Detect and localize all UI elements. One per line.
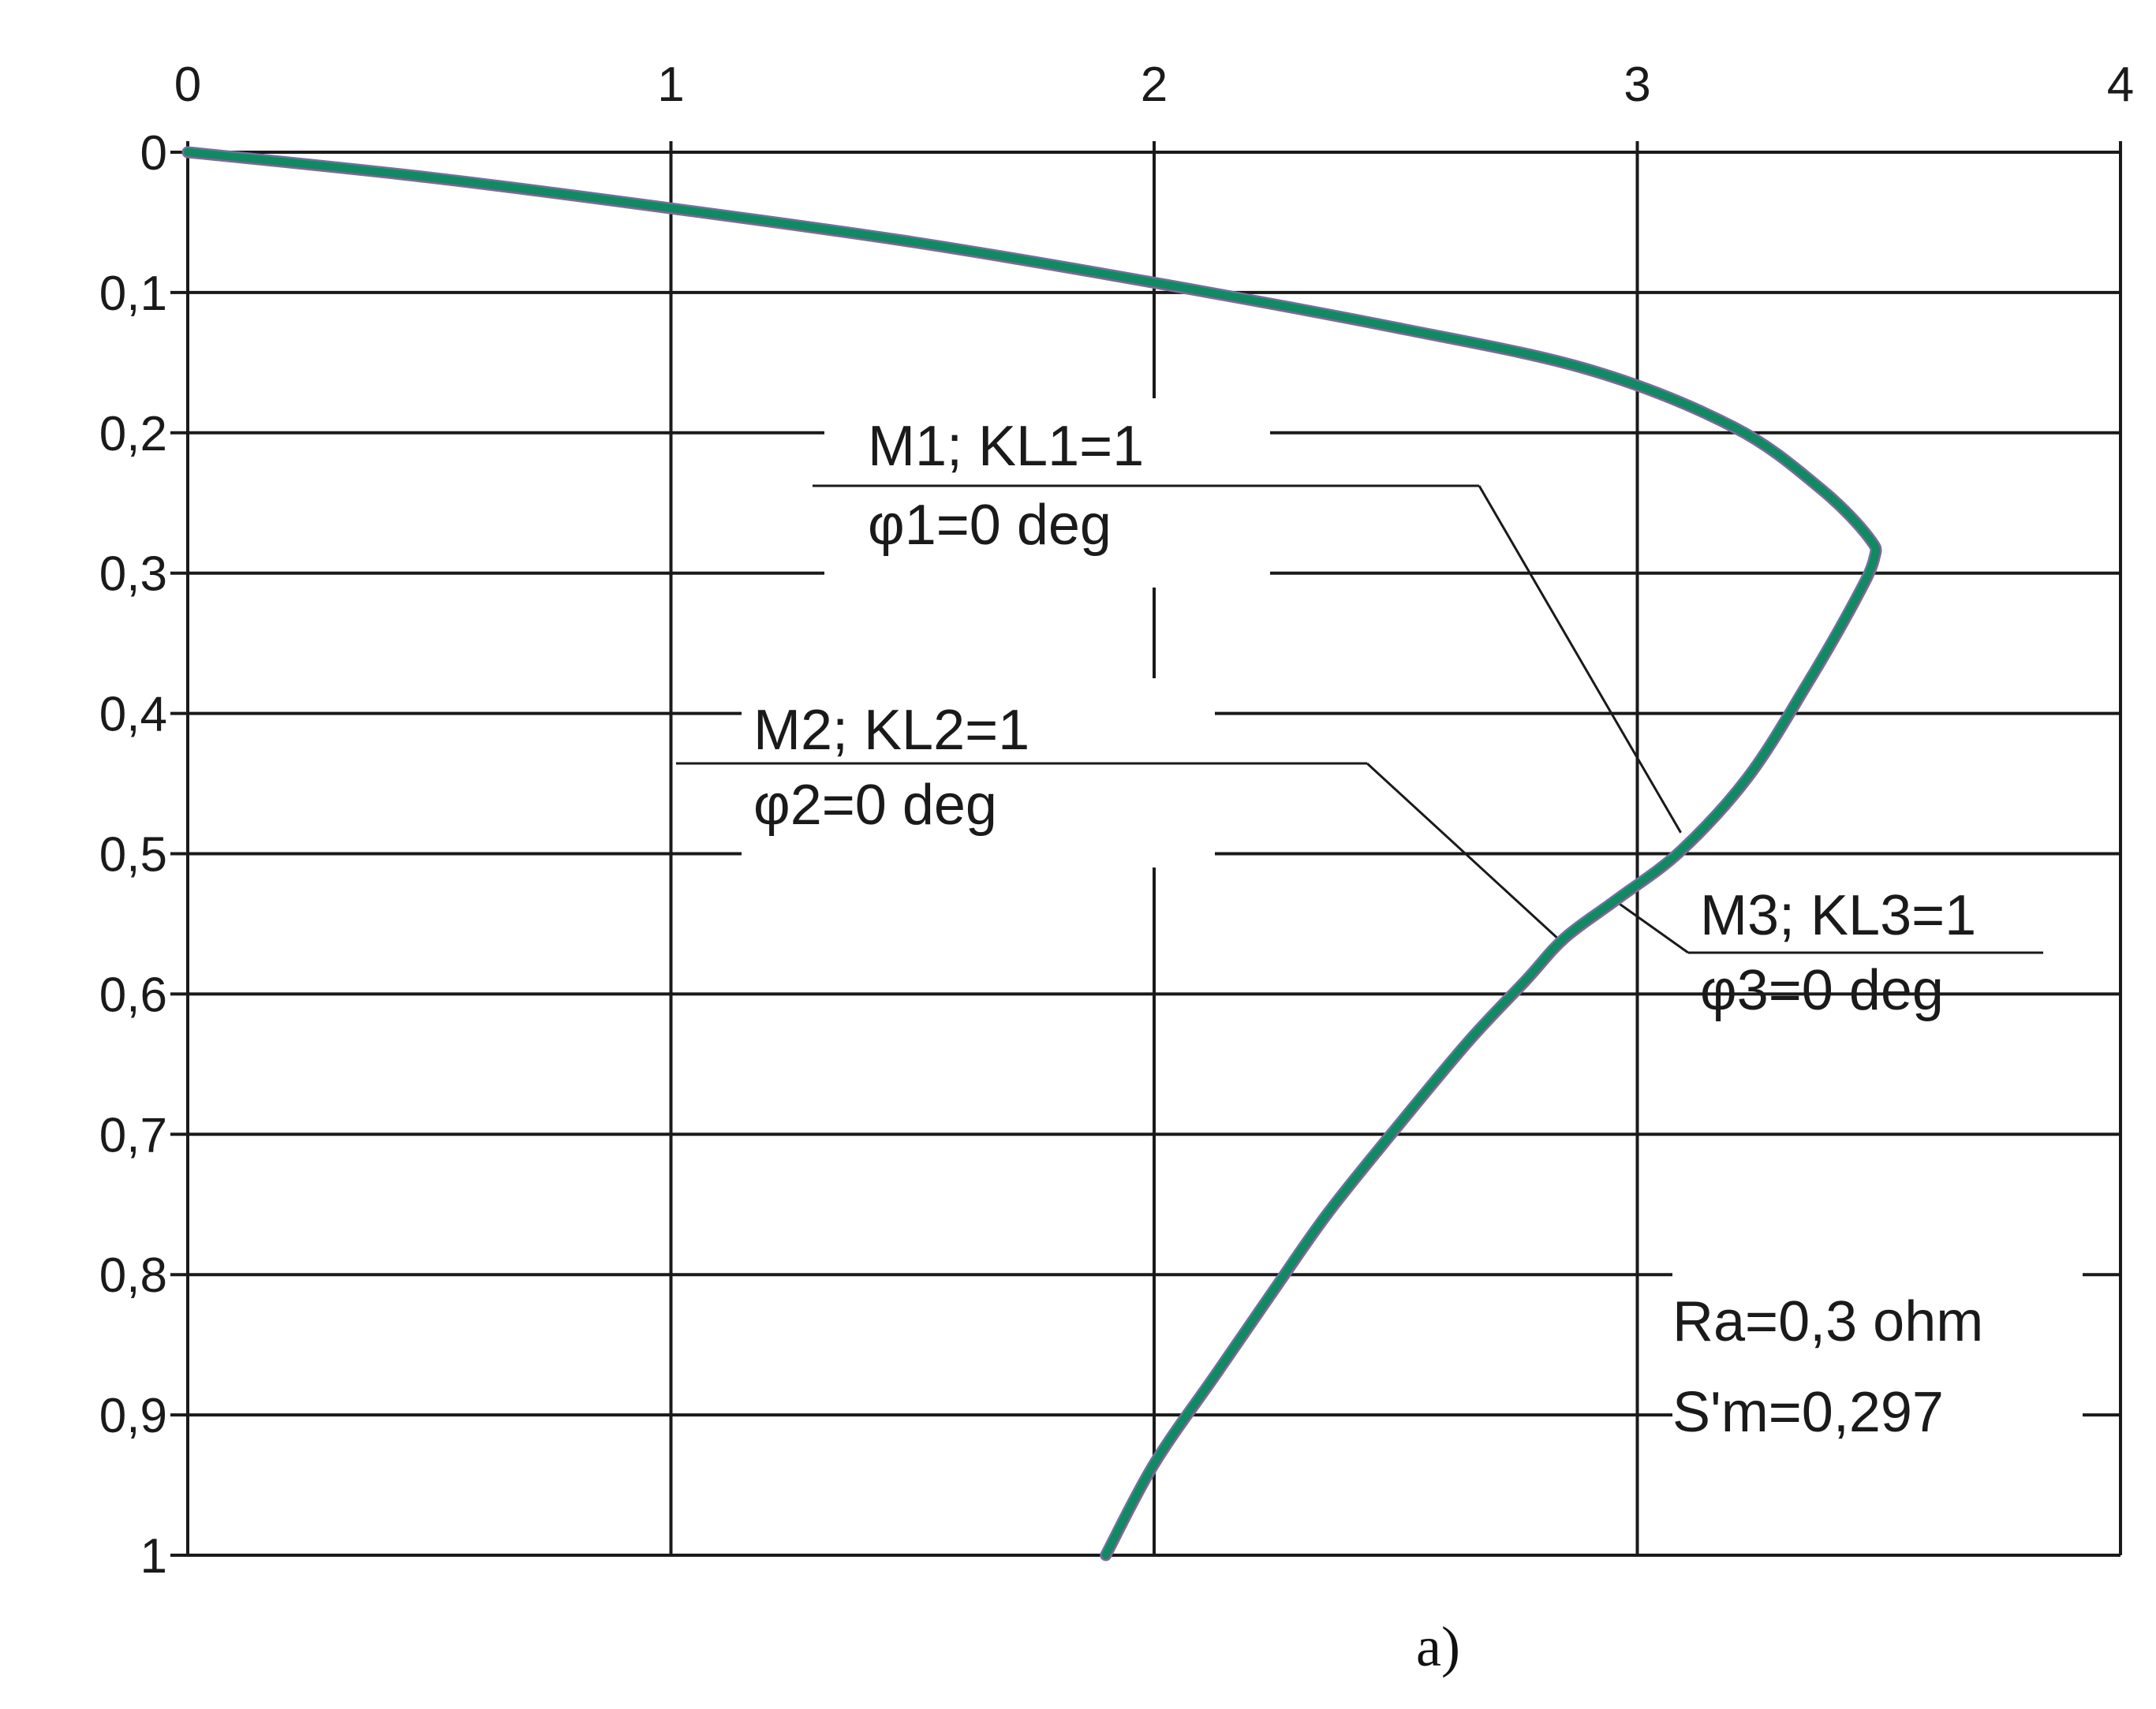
annotation-line-1: M2; KL2=1 xyxy=(753,699,1029,762)
y-tick-label: 0,2 xyxy=(99,407,167,461)
y-tick-label: 0,9 xyxy=(99,1389,167,1443)
x-tick-label: 2 xyxy=(1141,58,1168,112)
annotation-line-2: φ2=0 deg xyxy=(753,774,997,837)
annotation-line-1: M3; KL3=1 xyxy=(1700,884,1976,947)
annotation-leaders xyxy=(676,484,2043,954)
figure-caption: a) xyxy=(1416,1615,1460,1678)
label-mask xyxy=(1672,1230,2083,1475)
x-tick-label: 0 xyxy=(174,58,201,112)
axes xyxy=(170,141,2122,1557)
series-line xyxy=(184,148,1880,1559)
x-tick-label: 1 xyxy=(657,58,684,112)
label-mask xyxy=(824,398,1270,588)
label-mask xyxy=(742,678,1215,868)
series-curve xyxy=(181,146,1882,1562)
y-tick-label: 0,7 xyxy=(99,1108,167,1162)
x-tick-label: 3 xyxy=(1624,58,1650,112)
x-tick-labels: 0 1 2 3 4 xyxy=(174,58,2134,112)
y-tick-label: 0,4 xyxy=(99,688,167,742)
annotation-3: M3; KL3=1 φ3=0 deg xyxy=(1700,884,1976,1022)
annotation-1: M1; KL1=1 φ1=0 deg xyxy=(868,415,1144,557)
y-tick-label: 0,1 xyxy=(99,267,167,321)
y-tick-label: 0,5 xyxy=(99,828,167,882)
grid-label-masks xyxy=(742,398,2083,1475)
y-tick-label: 1 xyxy=(140,1529,167,1584)
y-tick-labels: 0 0,1 0,2 0,3 0,4 0,5 0,6 0,7 0,8 0,9 1 xyxy=(99,126,167,1584)
annotation-line-1: Ra=0,3 ohm xyxy=(1672,1290,1983,1353)
y-tick-label: 0,3 xyxy=(99,547,167,602)
annotation-line-1: M1; KL1=1 xyxy=(868,415,1144,478)
annotation-4: Ra=0,3 ohm S'm=0,297 xyxy=(1672,1290,1983,1444)
y-tick-label: 0 xyxy=(140,126,167,181)
annotation-line-2: φ3=0 deg xyxy=(1700,959,1944,1022)
annotation-leader xyxy=(1617,901,1689,954)
y-tick-label: 0,8 xyxy=(99,1248,167,1303)
x-tick-label: 4 xyxy=(2107,58,2134,112)
annotation-leader xyxy=(1478,485,1682,834)
annotation-line-2: S'm=0,297 xyxy=(1672,1381,1944,1444)
y-tick-label: 0,6 xyxy=(99,968,167,1022)
annotation-line-2: φ1=0 deg xyxy=(868,494,1112,557)
annotation-2: M2; KL2=1 φ2=0 deg xyxy=(753,699,1029,837)
annotation-leader xyxy=(1366,762,1566,946)
annotations: M1; KL1=1 φ1=0 deg M2; KL2=1 φ2=0 deg M3; KL… xyxy=(753,415,1983,1444)
